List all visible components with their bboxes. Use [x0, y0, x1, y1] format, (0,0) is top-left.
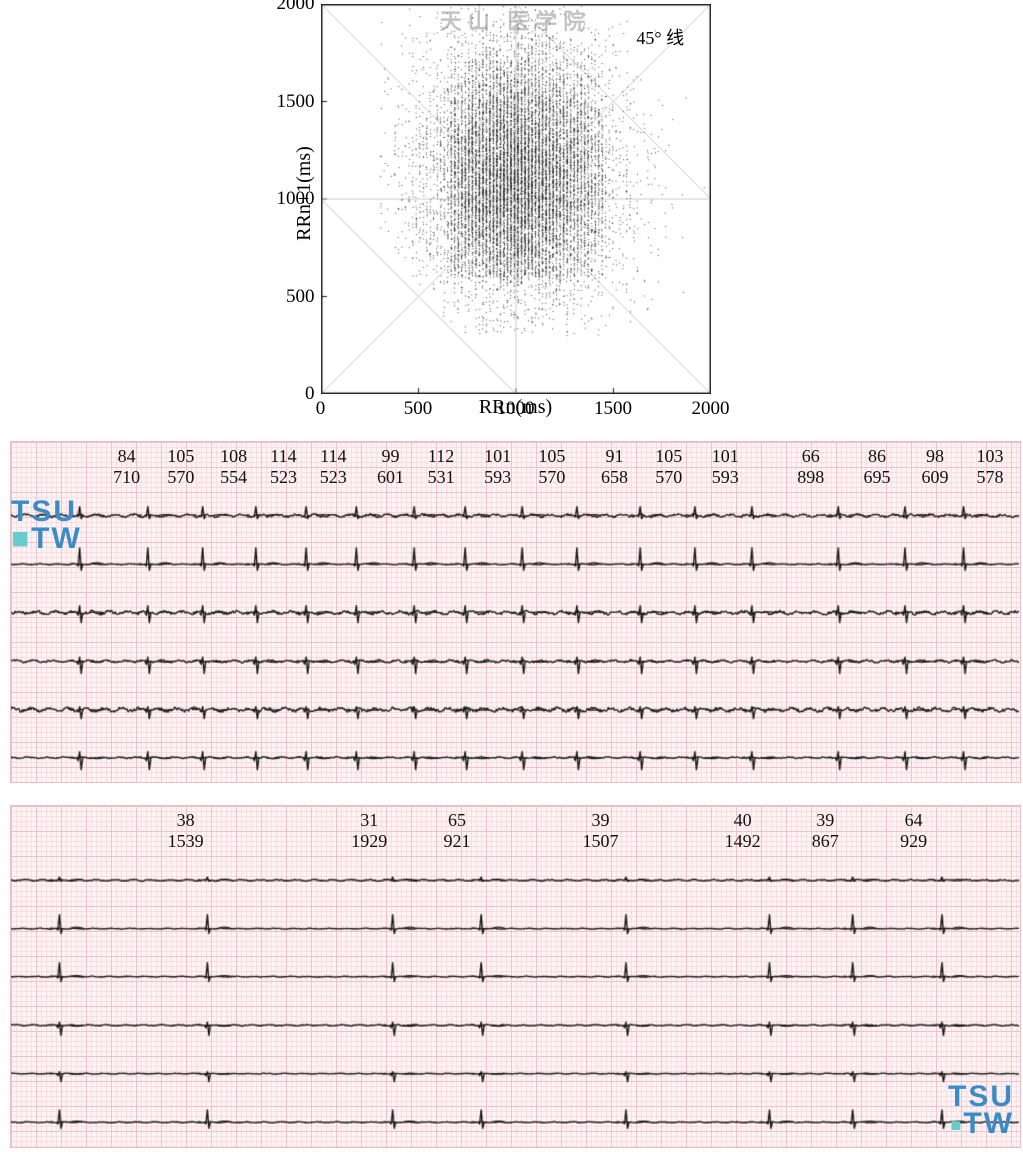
ecg-traces: [11, 492, 1020, 782]
ecg-lead-trace: [11, 1001, 1020, 1044]
scatter-x-tick: 2000: [692, 398, 730, 420]
ecg-beat-label: 311929: [351, 810, 387, 851]
ecg-traces: [11, 856, 1020, 1146]
ecg-lead-trace: [11, 905, 1020, 948]
scatter-y-tick: 1500: [277, 91, 315, 113]
ecg-lead-trace: [11, 540, 1020, 583]
ecg-beat-label: 101593: [712, 446, 739, 487]
ecg-beat-label: 101593: [484, 446, 511, 487]
poincare-plot: RRn+1(ms) 050010001500200005001000150020…: [321, 4, 711, 419]
ecg-lead-trace: [11, 492, 1020, 535]
ecg-beat-label: 105570: [167, 446, 194, 487]
ecg-beat-label: 66898: [797, 446, 824, 487]
ecg-beat-label: 381539: [168, 810, 204, 851]
ecg-beat-label: 114523: [270, 446, 297, 487]
ecg-panel-slow: 3815393119296592139150740149239867649293…: [10, 805, 1021, 1147]
ecg-lead-trace: [11, 686, 1020, 729]
ecg-beat-label: 401492: [725, 810, 761, 851]
ecg-beat-labels: 3815393119296592139150740149239867649293…: [11, 806, 1020, 856]
ecg-lead-trace: [11, 856, 1020, 899]
ecg-beat-label: 99601: [377, 446, 404, 487]
ecg-beat-label: 114523: [320, 446, 347, 487]
ecg-beat-label: 391507: [583, 810, 619, 851]
ecg-beat-label: 65921: [444, 810, 471, 851]
ecg-beat-label: 103578: [977, 446, 1004, 487]
scatter-y-tick: 500: [286, 286, 315, 308]
ecg-beat-label: 105570: [538, 446, 565, 487]
ecg-beat-label: 91658: [601, 446, 628, 487]
ecg-beat-label: 84710: [113, 446, 140, 487]
poincare-plot-container: 天山 医学院 RRn+1(ms) 05001000150020000500100…: [4, 4, 1023, 419]
ecg-beat-label: 64929: [900, 810, 927, 851]
ecg-lead-trace: [11, 589, 1020, 632]
scatter-y-tick: 0: [305, 383, 315, 405]
ecg-panel-fast: TSU ■TW 84710105570108554114523114523996…: [10, 441, 1021, 783]
ecg-lead-trace: [11, 637, 1020, 680]
ecg-lead-trace: [11, 734, 1020, 777]
ecg-beat-label: 112531: [428, 446, 455, 487]
ecg-beat-label: 105570: [655, 446, 682, 487]
ecg-beat-label: 86695: [864, 446, 891, 487]
scatter-x-tick: 0: [316, 398, 326, 420]
ecg-lead-trace: [11, 953, 1020, 996]
scatter-x-tick: 1500: [594, 398, 632, 420]
scatter-x-tick: 1000: [497, 398, 535, 420]
scatter-45deg-label: 45° 线: [636, 24, 684, 50]
ecg-beat-label: 108554: [220, 446, 247, 487]
ecg-beat-label: 39867: [812, 810, 839, 851]
scatter-y-tick: 1000: [277, 188, 315, 210]
scatter-y-tick: 2000: [277, 0, 315, 15]
ecg-beat-label: 98609: [922, 446, 949, 487]
ecg-lead-trace: [11, 1098, 1020, 1141]
ecg-lead-trace: [11, 1050, 1020, 1093]
scatter-x-tick: 500: [404, 398, 433, 420]
scatter-plot-area: 0500100015002000050010001500200045° 线: [321, 4, 711, 394]
ecg-beat-labels: 84710 105570 108554 114523 114523 99601 112531…: [11, 442, 1020, 492]
